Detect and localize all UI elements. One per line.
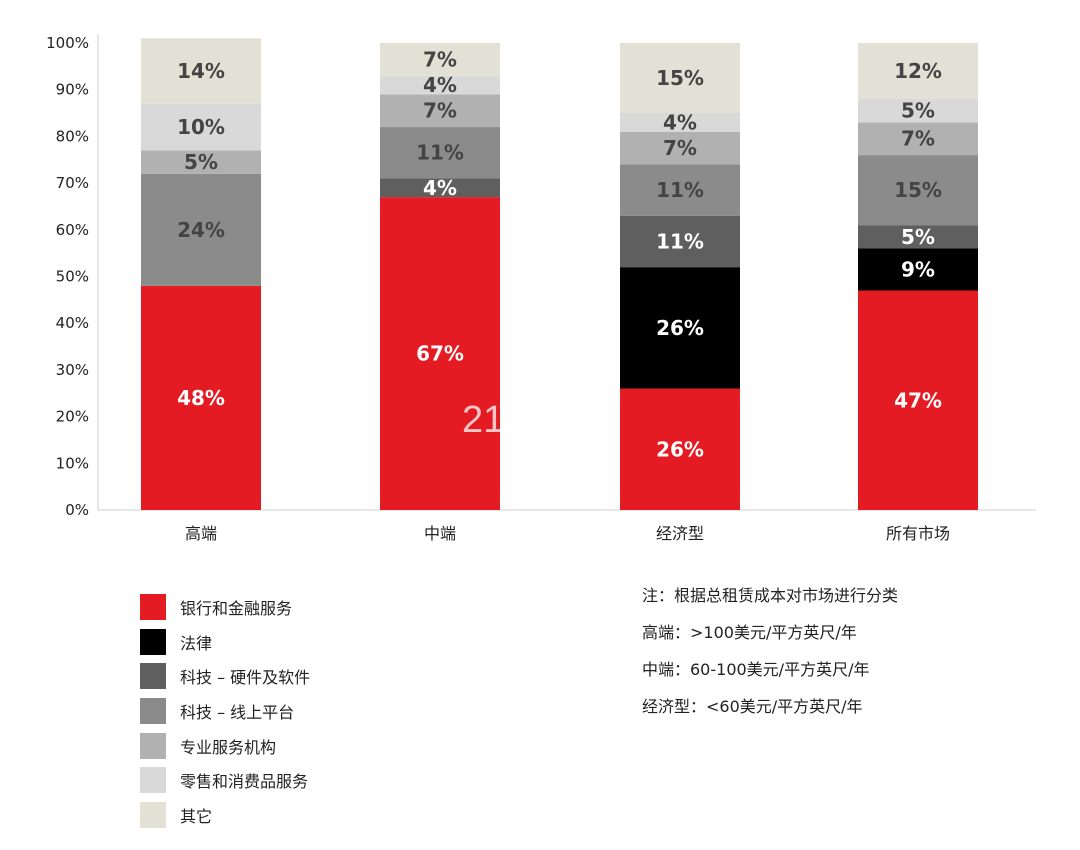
data-label: 4% [663,110,697,134]
data-label: 26% [656,316,704,340]
legend-label: 银行和金融服务 [180,599,293,619]
data-label: 15% [894,178,942,202]
legend-label: 法律 [180,633,213,653]
legend-swatch [140,628,166,655]
legend-label: 专业服务机构 [180,737,277,757]
legend-label: 科技 – 线上平台 [180,703,295,723]
note-line: 高端：>100美元/平方英尺/年 [642,623,857,642]
bar-segment [858,43,978,100]
legend-item: 零售和消费品服务 [140,763,310,798]
legend-label: 科技 – 硬件及软件 [180,668,311,688]
legend: 银行和金融服务 法律 科技 – 硬件及软件 科技 – 线上平台 专业服务机构 零… [140,590,310,832]
y-tick-label: 60% [56,221,89,239]
bar-segment [858,122,978,156]
y-tick-label: 100% [46,34,89,52]
bar-segment [380,43,500,76]
bar-segment [141,285,261,510]
y-tick-label: 40% [56,314,89,332]
data-label: 67% [416,342,464,366]
bar-segment [380,197,500,511]
legend-swatch [140,732,166,759]
legend-item: 科技 – 线上平台 [140,694,310,729]
data-label: 15% [656,66,704,90]
category-label: 中端 [424,524,456,543]
y-tick-label: 30% [56,361,89,379]
data-label: 26% [656,437,704,461]
bar-segment [141,150,261,174]
legend-swatch [140,698,166,725]
bar-segment [858,290,978,510]
data-label: 7% [663,136,697,160]
legend-swatch [140,663,166,690]
legend-swatch [140,594,166,621]
bar-segment [858,248,978,291]
data-label: 7% [901,127,935,151]
category-label: 高端 [185,524,217,543]
y-tick-label: 10% [56,454,89,472]
data-label: 14% [177,59,225,83]
y-tick-label: 50% [56,268,89,286]
data-label: 10% [177,115,225,139]
y-tick-label: 20% [56,408,89,426]
data-label: 24% [177,218,225,242]
bar-segment [141,38,261,104]
notes: 注：根据总租赁成本对市场进行分类 高端：>100美元/平方英尺/年 中端：60-… [642,583,898,731]
category-label: 经济型 [656,524,704,543]
data-label: 11% [656,178,704,202]
y-tick-label: 80% [56,127,89,145]
bar-segment [620,43,740,114]
y-tick-label: 70% [56,174,89,192]
data-label: 48% [177,386,225,410]
stacked-bar-chart: 0% 10% 20% 30% 40% 50% 60% 70% 80% 90% 100% 48% 24% 5… [46,34,1036,543]
y-tick-label: 0% [65,501,89,519]
data-label: 7% [423,99,457,123]
note-line: 注：根据总租赁成本对市场进行分类 [642,586,899,605]
bar-segment [141,103,261,151]
legend-swatch [140,801,166,828]
bar-segment [620,215,740,268]
data-label: 11% [416,141,464,165]
bar-segment [380,94,500,128]
bar-segment [858,225,978,249]
bar-segment [380,127,500,179]
data-label: 7% [423,47,457,71]
legend-item: 其它 [140,798,310,833]
data-label: 9% [901,257,935,281]
bar-segment [858,155,978,226]
watermark-text: 21 [462,399,504,441]
legend-label: 其它 [180,806,213,826]
bar-segment [620,131,740,165]
note-line: 经济型：<60美元/平方英尺/年 [642,697,863,716]
legend-item: 科技 – 硬件及软件 [140,659,310,694]
data-label: 5% [184,150,218,174]
data-label: 5% [901,99,935,123]
note-line: 中端：60-100美元/平方英尺/年 [642,660,870,679]
data-label: 12% [894,59,942,83]
legend-item: 银行和金融服务 [140,590,310,625]
legend-item: 法律 [140,625,310,660]
bar-segment [141,173,261,286]
bar-segment [380,75,500,95]
legend-swatch [140,767,166,794]
data-label: 5% [901,225,935,249]
bar-segment [858,99,978,123]
y-tick-label: 90% [56,81,89,99]
data-label: 4% [423,73,457,97]
category-label: 所有市场 [886,524,950,543]
bar-segment [620,267,740,389]
legend-label: 零售和消费品服务 [180,772,309,792]
legend-item: 专业服务机构 [140,728,310,763]
bar-segment [620,113,740,132]
data-label: 11% [656,229,704,253]
bar-segment [380,178,500,198]
bar-segment [620,164,740,216]
data-label: 4% [423,176,457,200]
bar-segment [620,388,740,510]
data-label: 47% [894,388,942,412]
